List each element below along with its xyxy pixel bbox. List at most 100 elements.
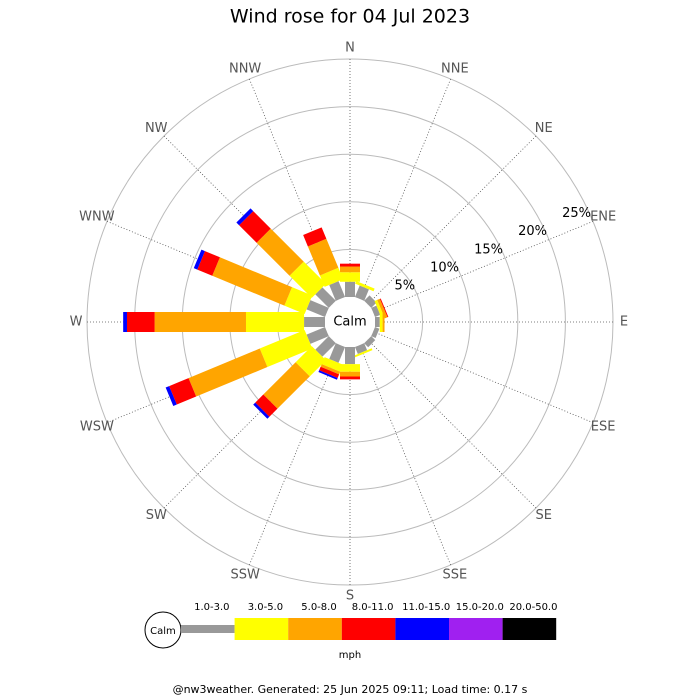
wind-segment xyxy=(303,227,327,247)
wind-segment xyxy=(329,343,346,363)
legend-label: 15.0-20.0 xyxy=(456,602,504,613)
legend-swatch xyxy=(234,618,289,640)
wind-segment xyxy=(188,348,268,397)
direction-group xyxy=(371,326,380,339)
legend-label: 11.0-15.0 xyxy=(402,602,450,613)
direction-label: SE xyxy=(536,508,552,523)
footer: @nw3weather. Generated: 25 Jun 2025 09:1… xyxy=(173,683,528,696)
wind-segment xyxy=(321,357,344,372)
wind-segment xyxy=(319,366,340,378)
direction-group xyxy=(123,312,325,332)
wind-segment xyxy=(364,295,377,308)
wind-segment xyxy=(353,348,373,358)
wind-segment xyxy=(245,312,305,332)
direction-group xyxy=(318,343,346,380)
chart-title: Wind rose for 04 Jul 2023 xyxy=(230,6,470,28)
wind-segment xyxy=(340,263,360,267)
wind-segment xyxy=(304,317,325,327)
wind-segment xyxy=(371,305,381,318)
wind-segment xyxy=(319,267,344,287)
ring-label: 15% xyxy=(474,242,503,257)
direction-label: NNE xyxy=(441,61,469,76)
direction-label: ENE xyxy=(590,210,616,225)
direction-label: NNW xyxy=(229,61,261,76)
wind-segment xyxy=(364,336,376,348)
direction-group xyxy=(375,312,385,332)
direction-group xyxy=(353,343,373,358)
spoke xyxy=(372,220,594,313)
wind-segment xyxy=(259,329,313,368)
direction-label: SW xyxy=(146,508,167,523)
wind-segment xyxy=(263,362,310,409)
calm-circle xyxy=(325,297,375,347)
spoke xyxy=(367,339,537,509)
legend-swatch xyxy=(181,625,235,633)
wind-segment xyxy=(329,281,346,301)
legend-swatch xyxy=(288,618,342,640)
wind-segment xyxy=(340,376,360,380)
wind-segment xyxy=(154,312,246,332)
spoke xyxy=(359,78,452,300)
wind-segment xyxy=(193,249,205,270)
direction-group xyxy=(340,263,360,297)
wind-segment xyxy=(255,394,278,417)
legend-label: 3.0-5.0 xyxy=(248,602,283,613)
spoke xyxy=(359,344,452,566)
direction-label: SSW xyxy=(230,568,260,583)
wind-segment xyxy=(239,211,271,243)
direction-group xyxy=(303,227,346,301)
wind-segment xyxy=(320,364,341,375)
direction-group xyxy=(364,336,376,348)
wind-segment xyxy=(354,285,369,301)
wind-segment xyxy=(345,347,355,365)
wind-segment xyxy=(379,312,383,332)
wind-segment xyxy=(377,298,388,319)
spoke xyxy=(248,344,341,566)
direction-group xyxy=(253,336,336,419)
wind-segment xyxy=(355,281,375,292)
wind-segment xyxy=(284,287,313,315)
wind-segment xyxy=(197,251,220,276)
direction-group xyxy=(193,249,329,318)
legend-label: 1.0-3.0 xyxy=(194,602,229,613)
legend-label: 5.0-8.0 xyxy=(301,602,336,613)
wind-segment xyxy=(253,402,270,419)
direction-label: NW xyxy=(145,121,168,136)
direction-label: S xyxy=(346,589,354,604)
ring-label: 5% xyxy=(394,279,415,294)
ring-label: 20% xyxy=(518,224,547,239)
wind-segment xyxy=(123,312,127,332)
direction-label: W xyxy=(70,315,83,330)
direction-group xyxy=(371,298,389,320)
wind-segment xyxy=(345,281,355,297)
wind-segment xyxy=(126,312,155,332)
legend-unit: mph xyxy=(339,650,361,661)
direction-group xyxy=(236,208,336,308)
wind-segment xyxy=(306,300,329,318)
direction-group xyxy=(340,347,360,380)
direction-label: NE xyxy=(535,121,553,136)
wind-segment xyxy=(212,257,293,306)
spoke xyxy=(367,135,537,305)
wind-segment xyxy=(340,364,360,372)
spoke xyxy=(372,331,594,424)
direction-group xyxy=(354,281,375,301)
wind-segment xyxy=(354,343,368,355)
wind-segment xyxy=(169,378,197,405)
wind-segment xyxy=(318,370,338,380)
wind-segment xyxy=(307,238,339,276)
direction-label: SSE xyxy=(442,568,467,583)
wind-segment xyxy=(379,298,389,318)
direction-label: N xyxy=(345,41,355,56)
wind-segment xyxy=(306,326,329,344)
direction-label: WSW xyxy=(80,419,114,434)
legend-label: 20.0-50.0 xyxy=(509,602,557,613)
legend-swatch xyxy=(502,618,557,640)
direction-group xyxy=(165,326,329,407)
legend-calm-label: Calm xyxy=(150,626,176,637)
wind-segment xyxy=(315,287,336,308)
wind-segment xyxy=(340,266,360,273)
wind-segment xyxy=(315,336,336,357)
legend-swatch xyxy=(449,618,503,640)
direction-label: WNW xyxy=(79,210,115,225)
